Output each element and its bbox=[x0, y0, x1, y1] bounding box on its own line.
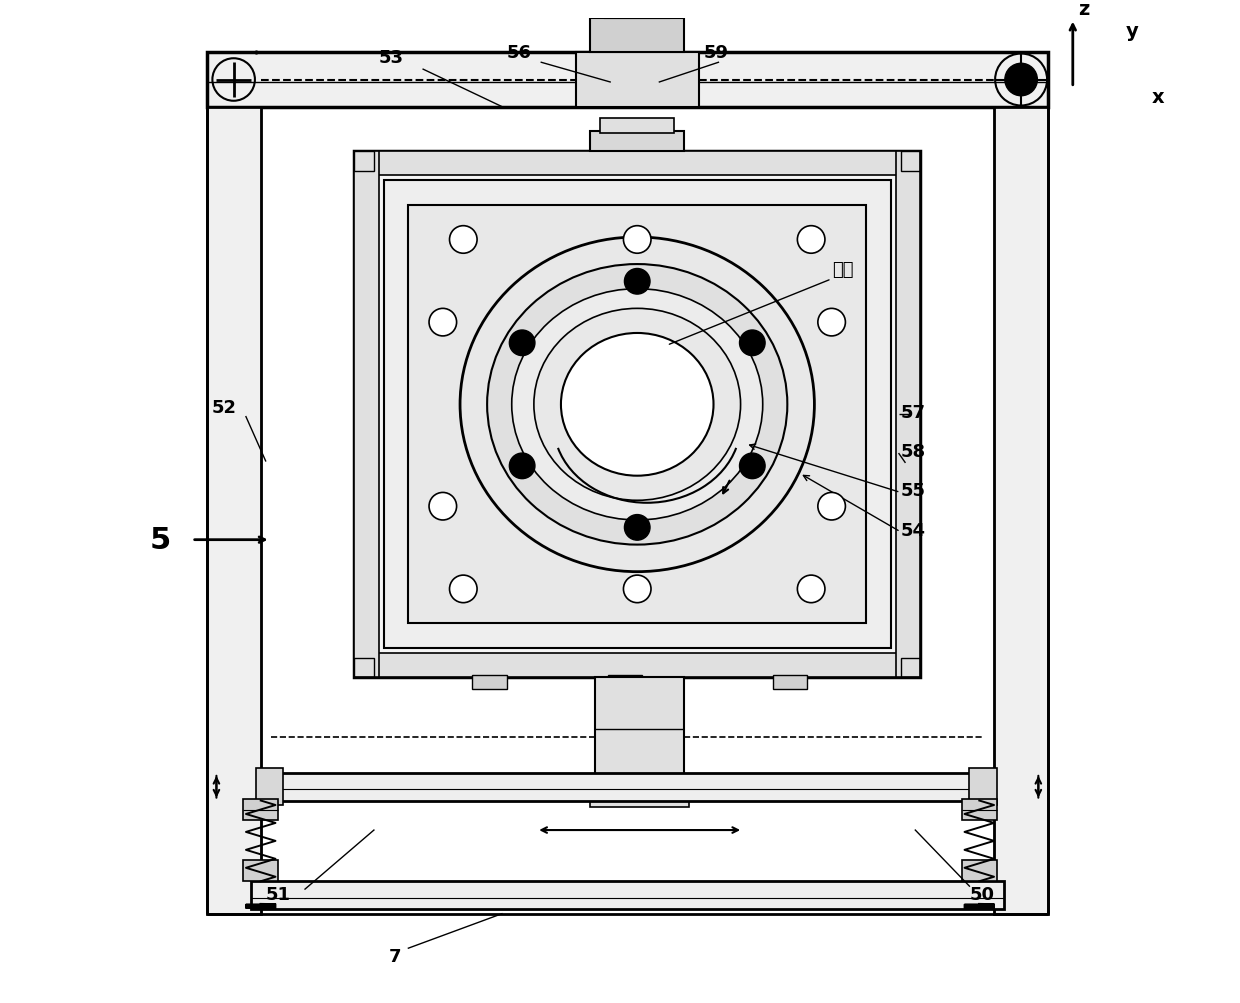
Bar bbox=[575, 53, 699, 107]
Text: 50: 50 bbox=[970, 885, 994, 903]
Ellipse shape bbox=[487, 265, 787, 545]
Bar bbox=[355, 151, 379, 678]
Bar bbox=[994, 107, 1048, 914]
Text: 54: 54 bbox=[900, 522, 925, 540]
Bar bbox=[355, 151, 920, 177]
Circle shape bbox=[450, 227, 477, 254]
Text: 7: 7 bbox=[388, 947, 402, 965]
Bar bbox=[243, 798, 279, 820]
Text: 55: 55 bbox=[900, 481, 925, 499]
Bar bbox=[600, 119, 675, 134]
Bar bbox=[580, 776, 699, 793]
Bar bbox=[595, 678, 684, 781]
Bar bbox=[590, 19, 684, 53]
Bar bbox=[355, 151, 374, 172]
Bar bbox=[255, 768, 284, 805]
Circle shape bbox=[450, 576, 477, 603]
Bar bbox=[243, 860, 279, 882]
Bar bbox=[250, 882, 1004, 909]
Circle shape bbox=[510, 453, 534, 479]
Circle shape bbox=[797, 227, 825, 254]
Circle shape bbox=[625, 516, 650, 541]
Bar bbox=[773, 675, 807, 690]
Circle shape bbox=[739, 453, 765, 479]
Text: 59: 59 bbox=[703, 44, 729, 62]
Bar bbox=[605, 4, 670, 19]
Ellipse shape bbox=[512, 290, 763, 521]
Text: 探头: 探头 bbox=[832, 261, 853, 279]
Bar bbox=[207, 107, 260, 914]
Text: 5: 5 bbox=[150, 526, 171, 555]
Ellipse shape bbox=[534, 309, 740, 500]
Circle shape bbox=[818, 492, 846, 521]
Bar bbox=[895, 151, 920, 678]
Text: 51: 51 bbox=[265, 885, 290, 903]
Circle shape bbox=[510, 331, 534, 356]
Text: 56: 56 bbox=[507, 44, 532, 62]
Circle shape bbox=[625, 269, 650, 295]
Bar bbox=[590, 792, 689, 807]
Text: z: z bbox=[1078, 0, 1089, 19]
Bar bbox=[355, 658, 374, 678]
Bar bbox=[961, 860, 997, 882]
Bar bbox=[590, 132, 684, 151]
Bar bbox=[408, 206, 866, 624]
Circle shape bbox=[818, 309, 846, 337]
Bar bbox=[383, 182, 890, 648]
Circle shape bbox=[624, 227, 651, 254]
Bar bbox=[207, 53, 1048, 107]
Bar bbox=[900, 151, 920, 172]
Circle shape bbox=[429, 309, 456, 337]
Bar bbox=[355, 151, 920, 678]
Bar bbox=[970, 768, 997, 805]
Bar bbox=[260, 773, 994, 800]
Text: 58: 58 bbox=[900, 442, 925, 460]
Ellipse shape bbox=[560, 334, 713, 476]
Bar bbox=[355, 653, 920, 678]
Circle shape bbox=[739, 331, 765, 356]
Text: 53: 53 bbox=[379, 49, 404, 67]
Circle shape bbox=[797, 576, 825, 603]
Text: x: x bbox=[1152, 88, 1164, 107]
Text: y: y bbox=[1126, 22, 1138, 41]
Bar bbox=[900, 658, 920, 678]
Bar bbox=[961, 798, 997, 820]
Circle shape bbox=[624, 576, 651, 603]
Bar bbox=[608, 675, 642, 690]
Text: 52: 52 bbox=[212, 398, 237, 416]
Bar bbox=[472, 675, 507, 690]
Text: 57: 57 bbox=[900, 403, 925, 421]
Ellipse shape bbox=[460, 238, 815, 572]
Circle shape bbox=[1004, 64, 1038, 96]
Circle shape bbox=[429, 492, 456, 521]
